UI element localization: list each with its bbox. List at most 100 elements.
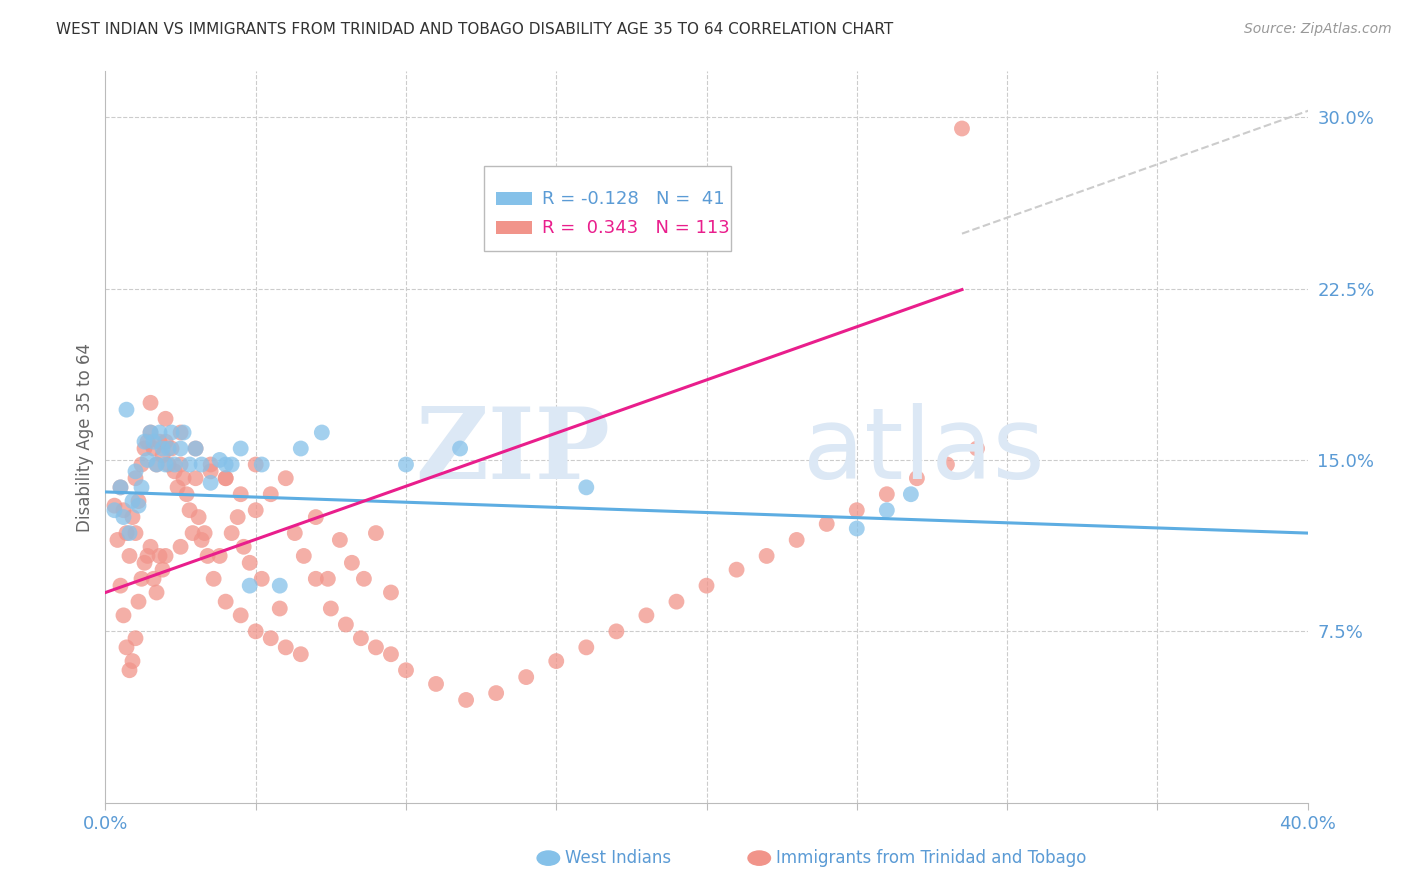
- Point: [845, 521, 868, 535]
- Point: [169, 540, 191, 554]
- Point: [245, 458, 267, 472]
- Point: [290, 442, 312, 456]
- Point: [121, 654, 143, 668]
- Point: [173, 471, 195, 485]
- Point: [181, 526, 204, 541]
- Text: R = -0.128   N =  41: R = -0.128 N = 41: [541, 190, 724, 208]
- Point: [139, 425, 162, 440]
- Point: [208, 549, 231, 563]
- Point: [239, 556, 262, 570]
- Y-axis label: Disability Age 35 to 64: Disability Age 35 to 64: [76, 343, 94, 532]
- Point: [290, 647, 312, 661]
- Point: [284, 526, 307, 541]
- Point: [200, 475, 222, 490]
- FancyBboxPatch shape: [496, 192, 533, 205]
- Point: [103, 503, 125, 517]
- Point: [274, 640, 297, 655]
- Point: [546, 654, 568, 668]
- Point: [152, 449, 174, 463]
- Point: [139, 396, 162, 410]
- Point: [103, 499, 125, 513]
- Point: [169, 442, 191, 456]
- Point: [900, 487, 922, 501]
- Point: [155, 549, 177, 563]
- Point: [876, 503, 898, 517]
- Point: [250, 458, 273, 472]
- Point: [155, 412, 177, 426]
- Point: [115, 402, 138, 417]
- Point: [187, 510, 209, 524]
- Point: [148, 549, 170, 563]
- Point: [274, 471, 297, 485]
- Point: [173, 425, 195, 440]
- Point: [245, 503, 267, 517]
- Point: [179, 458, 201, 472]
- Text: Source: ZipAtlas.com: Source: ZipAtlas.com: [1244, 22, 1392, 37]
- Point: [197, 549, 219, 563]
- Point: [118, 549, 141, 563]
- Point: [936, 458, 959, 472]
- Point: [353, 572, 375, 586]
- Point: [160, 442, 183, 456]
- Point: [142, 442, 165, 456]
- Point: [176, 487, 198, 501]
- Point: [107, 533, 129, 547]
- Text: atlas: atlas: [803, 403, 1045, 500]
- Point: [364, 526, 387, 541]
- FancyBboxPatch shape: [496, 221, 533, 235]
- Point: [190, 533, 212, 547]
- Point: [155, 434, 177, 449]
- Point: [214, 471, 236, 485]
- Point: [179, 503, 201, 517]
- Point: [110, 480, 132, 494]
- Point: [311, 425, 333, 440]
- Point: [124, 471, 146, 485]
- Point: [121, 510, 143, 524]
- Point: [380, 647, 402, 661]
- Point: [515, 670, 537, 684]
- Point: [136, 549, 159, 563]
- Point: [202, 572, 225, 586]
- Point: [305, 510, 328, 524]
- Point: [239, 579, 262, 593]
- Point: [131, 458, 153, 472]
- Point: [134, 434, 156, 449]
- Point: [184, 442, 207, 456]
- Point: [136, 434, 159, 449]
- Point: [145, 585, 167, 599]
- Point: [229, 608, 252, 623]
- Point: [214, 471, 236, 485]
- Text: Immigrants from Trinidad and Tobago: Immigrants from Trinidad and Tobago: [776, 849, 1087, 867]
- Point: [136, 453, 159, 467]
- Point: [755, 549, 778, 563]
- Point: [214, 594, 236, 608]
- Point: [155, 458, 177, 472]
- Point: [121, 494, 143, 508]
- Point: [380, 585, 402, 599]
- Point: [118, 526, 141, 541]
- Point: [364, 640, 387, 655]
- Point: [139, 540, 162, 554]
- Text: West Indians: West Indians: [565, 849, 671, 867]
- Point: [112, 608, 135, 623]
- Point: [166, 480, 188, 494]
- Point: [139, 425, 162, 440]
- Point: [449, 442, 471, 456]
- Point: [575, 480, 598, 494]
- Point: [112, 503, 135, 517]
- Point: [319, 601, 342, 615]
- Point: [134, 556, 156, 570]
- Point: [194, 526, 217, 541]
- Point: [112, 510, 135, 524]
- Point: [118, 663, 141, 677]
- Point: [260, 487, 283, 501]
- Point: [128, 499, 150, 513]
- Point: [229, 487, 252, 501]
- Point: [152, 442, 174, 456]
- Point: [725, 563, 748, 577]
- Point: [131, 480, 153, 494]
- Point: [269, 601, 291, 615]
- Point: [169, 425, 191, 440]
- Point: [229, 442, 252, 456]
- Point: [815, 516, 838, 531]
